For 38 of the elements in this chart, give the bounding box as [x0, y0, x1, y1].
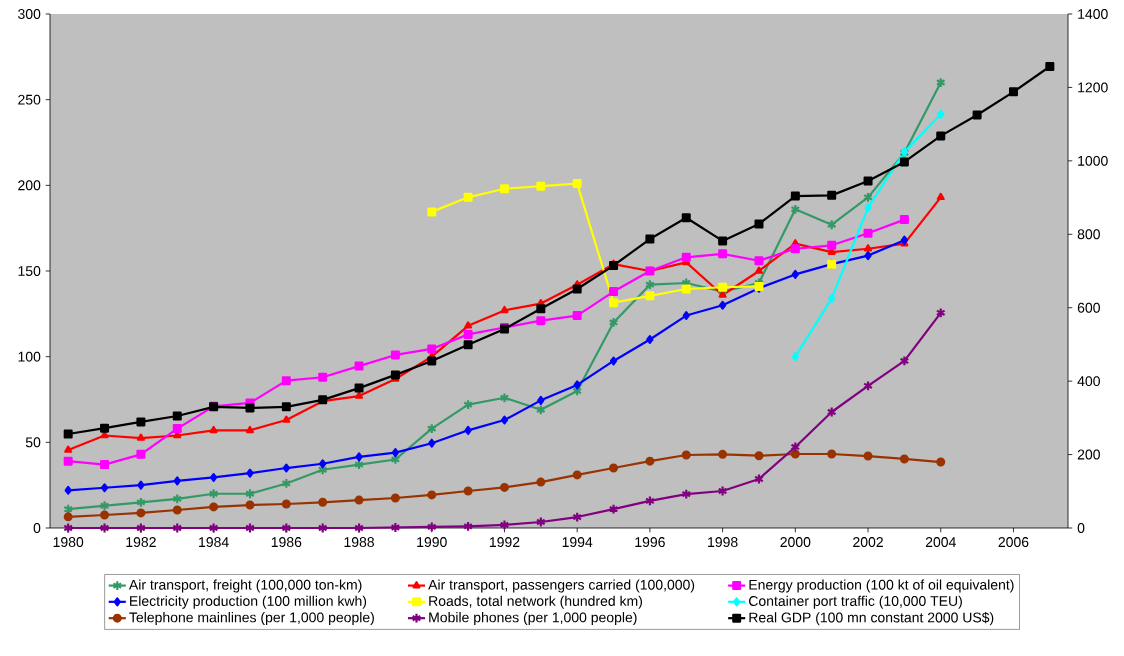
y2-tick-label: 1200: [1078, 82, 1108, 93]
x-tick-label: 2002: [853, 537, 883, 548]
y-tick-label: 100: [18, 351, 41, 362]
y-tick-label: 150: [18, 266, 41, 276]
legend-label: Air transport, freight (100,000 ton-km): [128, 579, 362, 593]
legend-label: Roads, total network (hundred km): [429, 595, 642, 609]
legend-label: Mobile phones (per 1,000 people): [429, 612, 637, 626]
x-tick-label: 1986: [271, 537, 302, 548]
y-tick-label: 50: [25, 437, 41, 448]
legend-label: Energy production (100 kt of oil equivalent): [749, 579, 1014, 593]
x-tick-label: 1992: [489, 537, 520, 548]
x-tick-label: 1988: [344, 537, 374, 548]
x-tick-label: 1996: [635, 537, 665, 548]
x-tick-label: 1990: [417, 537, 447, 548]
y2-tick-label: 600: [1077, 302, 1100, 313]
x-tick-label: 2000: [780, 537, 811, 548]
legend-label: Electricity production (100 million kwh): [130, 595, 367, 609]
y2-tick-label: 0: [1077, 523, 1085, 533]
y2-tick-label: 200: [1077, 449, 1100, 460]
legend-label: Real GDP (100 mn constant 2000 US$): [749, 611, 994, 626]
y-tick-label: 250: [18, 94, 41, 105]
x-tick-label: 1994: [562, 537, 593, 548]
y2-tick-label: 1000: [1078, 155, 1108, 166]
x-tick-label: 1998: [708, 537, 738, 548]
x-tick-label: 1982: [126, 537, 156, 548]
x-tick-label: 1980: [53, 537, 84, 548]
y2-tick-label: 800: [1077, 229, 1100, 240]
legend-label: Container port traffic (10,000 TEU): [749, 595, 962, 609]
x-tick-label: 1984: [199, 537, 229, 548]
x-tick-label: 2006: [998, 537, 1029, 548]
y-tick-label: 300: [18, 9, 41, 19]
y-tick-label: 200: [18, 180, 41, 191]
y2-tick-label: 400: [1077, 376, 1100, 387]
y-tick-label: 0: [33, 523, 41, 533]
x-tick-label: 2004: [925, 537, 956, 548]
legend-label: Telephone mainlines (per 1,000 people): [129, 612, 374, 626]
legend-label: Air transport, passengers carried (100,000): [428, 579, 695, 593]
y2-tick-label: 1400: [1078, 9, 1108, 19]
